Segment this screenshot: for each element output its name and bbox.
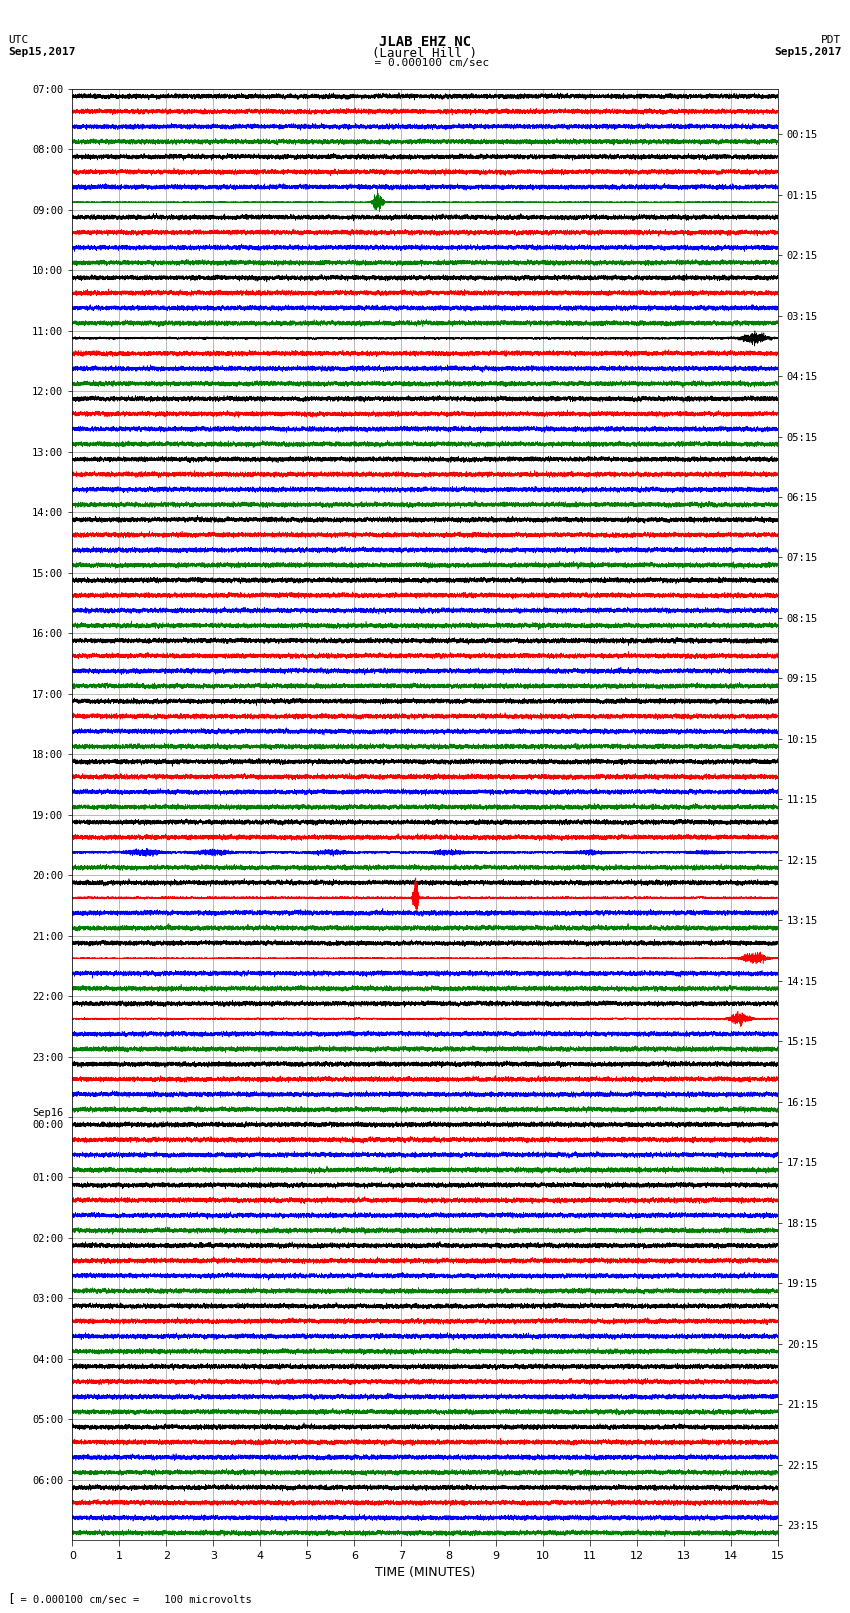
Text: = 0.000100 cm/sec: = 0.000100 cm/sec — [361, 58, 489, 68]
X-axis label: TIME (MINUTES): TIME (MINUTES) — [375, 1566, 475, 1579]
Text: = 0.000100 cm/sec =    100 microvolts: = 0.000100 cm/sec = 100 microvolts — [8, 1595, 252, 1605]
Text: [: [ — [7, 1592, 14, 1605]
Text: (Laurel Hill ): (Laurel Hill ) — [372, 47, 478, 60]
Text: Sep15,2017: Sep15,2017 — [774, 47, 842, 56]
Text: JLAB EHZ NC: JLAB EHZ NC — [379, 35, 471, 50]
Text: Sep15,2017: Sep15,2017 — [8, 47, 76, 56]
Text: UTC: UTC — [8, 35, 29, 45]
Text: PDT: PDT — [821, 35, 842, 45]
